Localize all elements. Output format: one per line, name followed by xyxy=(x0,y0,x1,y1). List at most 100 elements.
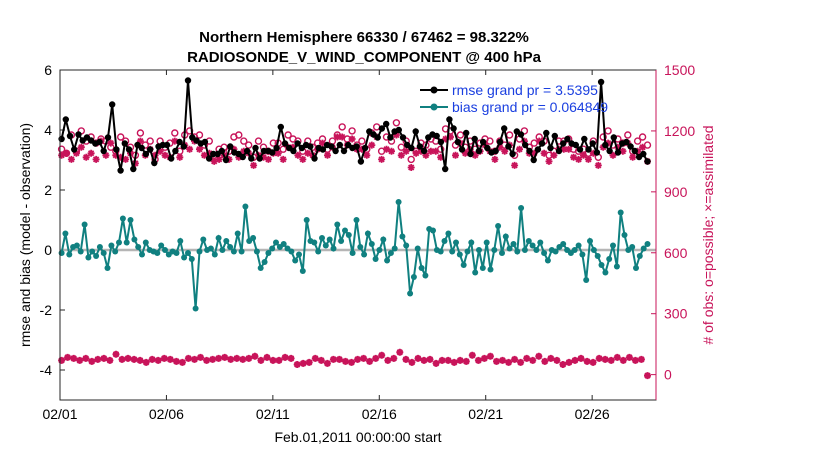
bias-point xyxy=(460,262,467,268)
bias-point xyxy=(606,256,613,262)
rmse-point xyxy=(644,158,651,165)
rmse-point xyxy=(433,132,440,140)
obs-low-assim-point xyxy=(444,356,452,364)
obs-assimilated-point-stroke xyxy=(107,139,115,147)
obs-assimilated-point-stroke xyxy=(619,147,627,155)
y-tick-label: 0 xyxy=(44,242,52,258)
rmse-point xyxy=(218,147,225,155)
obs-assimilated-point xyxy=(530,149,538,157)
obs-low-assim-point-stroke xyxy=(106,356,114,364)
rmse-point xyxy=(58,135,65,143)
bias-point xyxy=(518,205,525,211)
bias-point xyxy=(621,232,628,238)
obs-assimilated-point xyxy=(117,153,125,161)
obs-low-assim-point xyxy=(511,355,519,363)
obs-assimilated-point xyxy=(432,147,440,155)
obs-assimilated-point xyxy=(82,153,90,161)
obs-low-assim-point xyxy=(456,356,464,364)
legend: rmse grand pr = 3.5395 bias grand pr = 0… xyxy=(420,82,608,115)
bias-point xyxy=(391,245,398,252)
bias-point xyxy=(123,239,130,246)
obs-assimilated-point-stroke xyxy=(122,155,130,163)
rmse-point xyxy=(121,140,128,147)
obs-low-assim-point xyxy=(547,354,555,362)
obs-assimilated-point xyxy=(516,145,523,153)
rmse-point xyxy=(273,144,280,152)
obs-assimilated-point xyxy=(200,151,208,159)
bias-point xyxy=(640,245,647,252)
obs-low-assim-point-stroke xyxy=(203,356,211,364)
obs-low-assim-point-stroke xyxy=(239,355,247,363)
obs-assimilated-point xyxy=(58,151,66,159)
rmse-point xyxy=(340,147,348,155)
bias-point xyxy=(610,242,616,249)
rmse-point xyxy=(602,141,609,149)
bias-point xyxy=(219,247,226,253)
obs-possible-point xyxy=(146,137,154,145)
bias-point xyxy=(296,251,302,258)
bias-point xyxy=(185,250,191,256)
obs-assimilated-point-stroke xyxy=(383,145,390,153)
obs-possible-point xyxy=(136,129,145,137)
obs-low-assim-point-stroke xyxy=(644,372,651,380)
obs-assimilated-point-stroke xyxy=(491,155,499,163)
obs-assimilated-point-stroke xyxy=(545,157,553,165)
x-tick-label: 02/11 xyxy=(256,406,290,422)
obs-possible-point xyxy=(269,139,277,147)
obs-assimilated-point-stroke xyxy=(161,151,169,159)
obs-assimilated-point-stroke xyxy=(363,151,371,159)
rmse-point xyxy=(538,140,546,147)
y-tick-label: 2 xyxy=(44,182,52,198)
rmse-point xyxy=(564,135,571,143)
obs-assimilated-point-stroke xyxy=(136,137,144,145)
rmse-point xyxy=(142,150,150,158)
bias-point xyxy=(108,242,115,249)
rmse-point xyxy=(555,147,563,155)
obs-low-assim-point xyxy=(529,356,537,364)
obs-assimilated-point xyxy=(491,155,499,163)
bias-point xyxy=(81,221,88,228)
obs-assimilated-point xyxy=(338,133,346,141)
rmse-point xyxy=(623,138,630,146)
obs-low-assim-point-stroke xyxy=(517,358,525,366)
bias-point xyxy=(414,245,421,252)
obs-possible-point xyxy=(116,133,125,141)
rmse-point xyxy=(222,156,230,164)
obs-low-assim-point xyxy=(58,356,66,364)
obs-assimilated-point-stroke xyxy=(407,164,415,171)
obs-assimilated-point-stroke xyxy=(427,147,435,155)
obs-low-assim-point-stroke xyxy=(631,356,639,364)
obs-low-assim-point xyxy=(197,353,204,361)
obs-assimilated-point-stroke xyxy=(279,155,287,163)
rmse-point xyxy=(606,147,613,155)
rmse-point xyxy=(138,144,145,152)
bias-point xyxy=(357,244,364,250)
obs-assimilated-point xyxy=(461,149,469,157)
rmse-point xyxy=(631,147,638,155)
obs-low-assim-point xyxy=(541,357,549,365)
obs-assimilated-point-stroke xyxy=(461,149,469,157)
rmse-point xyxy=(547,144,554,152)
obs-assimilated-point xyxy=(447,133,454,141)
bias-point xyxy=(613,263,620,270)
obs-possible-point xyxy=(624,131,632,139)
legend-bias-label: bias grand pr = 0.064849 xyxy=(452,99,608,115)
obs-low-assim-point-stroke xyxy=(553,356,561,364)
obs-low-assim-point xyxy=(619,356,627,364)
bias-point xyxy=(100,250,107,256)
obs-assimilated-point-stroke xyxy=(264,155,272,163)
bias-point xyxy=(453,239,459,246)
obs-low-assim-point xyxy=(342,357,349,365)
obs-low-assim-point xyxy=(450,358,458,366)
obs-assimilated-point-stroke xyxy=(215,155,223,163)
obs-possible-point xyxy=(486,137,494,145)
bias-point xyxy=(468,239,475,246)
bias-point xyxy=(292,257,299,264)
obs-low-assim-point xyxy=(499,356,506,364)
obs-assimilated-point xyxy=(151,151,159,159)
rmse-point xyxy=(505,143,512,150)
obs-assimilated-point xyxy=(471,151,479,159)
obs-low-assim-point-stroke xyxy=(432,359,440,367)
rmse-point xyxy=(239,153,246,161)
obs-low-assim-point xyxy=(239,355,247,363)
